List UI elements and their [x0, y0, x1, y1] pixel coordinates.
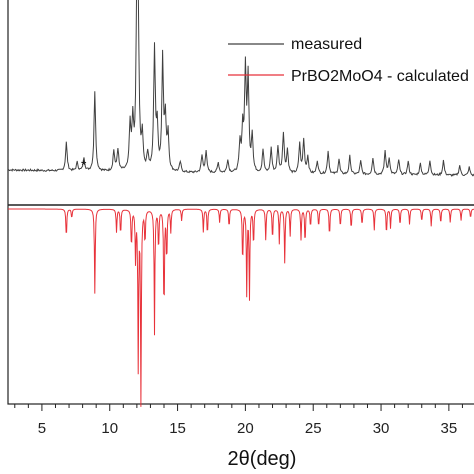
legend-label-measured: measured — [291, 36, 362, 53]
legend-label-calculated: PrBO2MoO4 - calculated — [291, 68, 469, 85]
plot-frame — [7, 0, 474, 405]
x-tick-label: 15 — [169, 420, 186, 437]
calculated-series-line — [8, 208, 474, 407]
x-tick-label: 30 — [373, 420, 390, 437]
x-tick-label: 20 — [237, 420, 254, 437]
x-tick-label: 5 — [38, 420, 46, 437]
measured-series-line — [7, 0, 474, 177]
x-axis-ticks: 5 10 15 20 25 30 35 — [14, 404, 463, 437]
x-tick-label: 10 — [101, 420, 118, 437]
x-axis-title: 2θ(deg) — [228, 448, 297, 470]
x-tick-label: 25 — [305, 420, 322, 437]
legend: measured PrBO2MoO4 - calculated — [228, 36, 469, 85]
impurity-marker: * — [81, 157, 87, 173]
x-tick-label: 35 — [441, 420, 458, 437]
